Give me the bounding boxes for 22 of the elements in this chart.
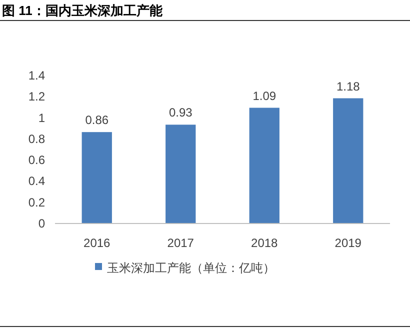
data-label: 0.93: [168, 106, 193, 120]
legend-label: 玉米深加工产能（单位：亿吨）: [107, 261, 275, 275]
x-tick-label: 2017: [167, 236, 194, 250]
chart-title: 图 11：国内玉米深加工产能: [2, 3, 164, 18]
data-label: 1.18: [336, 79, 360, 94]
data-label: 0.86: [85, 113, 109, 128]
bar: [166, 124, 196, 223]
bar: [333, 98, 364, 223]
x-tick-label: 2016: [84, 236, 111, 250]
data-label: 1.09: [252, 88, 276, 103]
y-tick-label: 1.4: [28, 68, 46, 82]
y-tick-label: 0.2: [28, 195, 46, 210]
y-tick-label: 1.2: [28, 90, 46, 104]
y-tick-label: 1: [38, 110, 46, 125]
y-tick-label: 0: [38, 216, 46, 230]
x-tick-label: 2018: [251, 236, 278, 250]
x-tick-label: 2019: [334, 236, 362, 250]
y-tick-label: 0.4: [28, 174, 46, 188]
bar: [249, 108, 280, 223]
y-tick-label: 0.6: [28, 153, 46, 168]
bar: [82, 132, 112, 223]
y-tick-label: 0.8: [28, 132, 46, 146]
